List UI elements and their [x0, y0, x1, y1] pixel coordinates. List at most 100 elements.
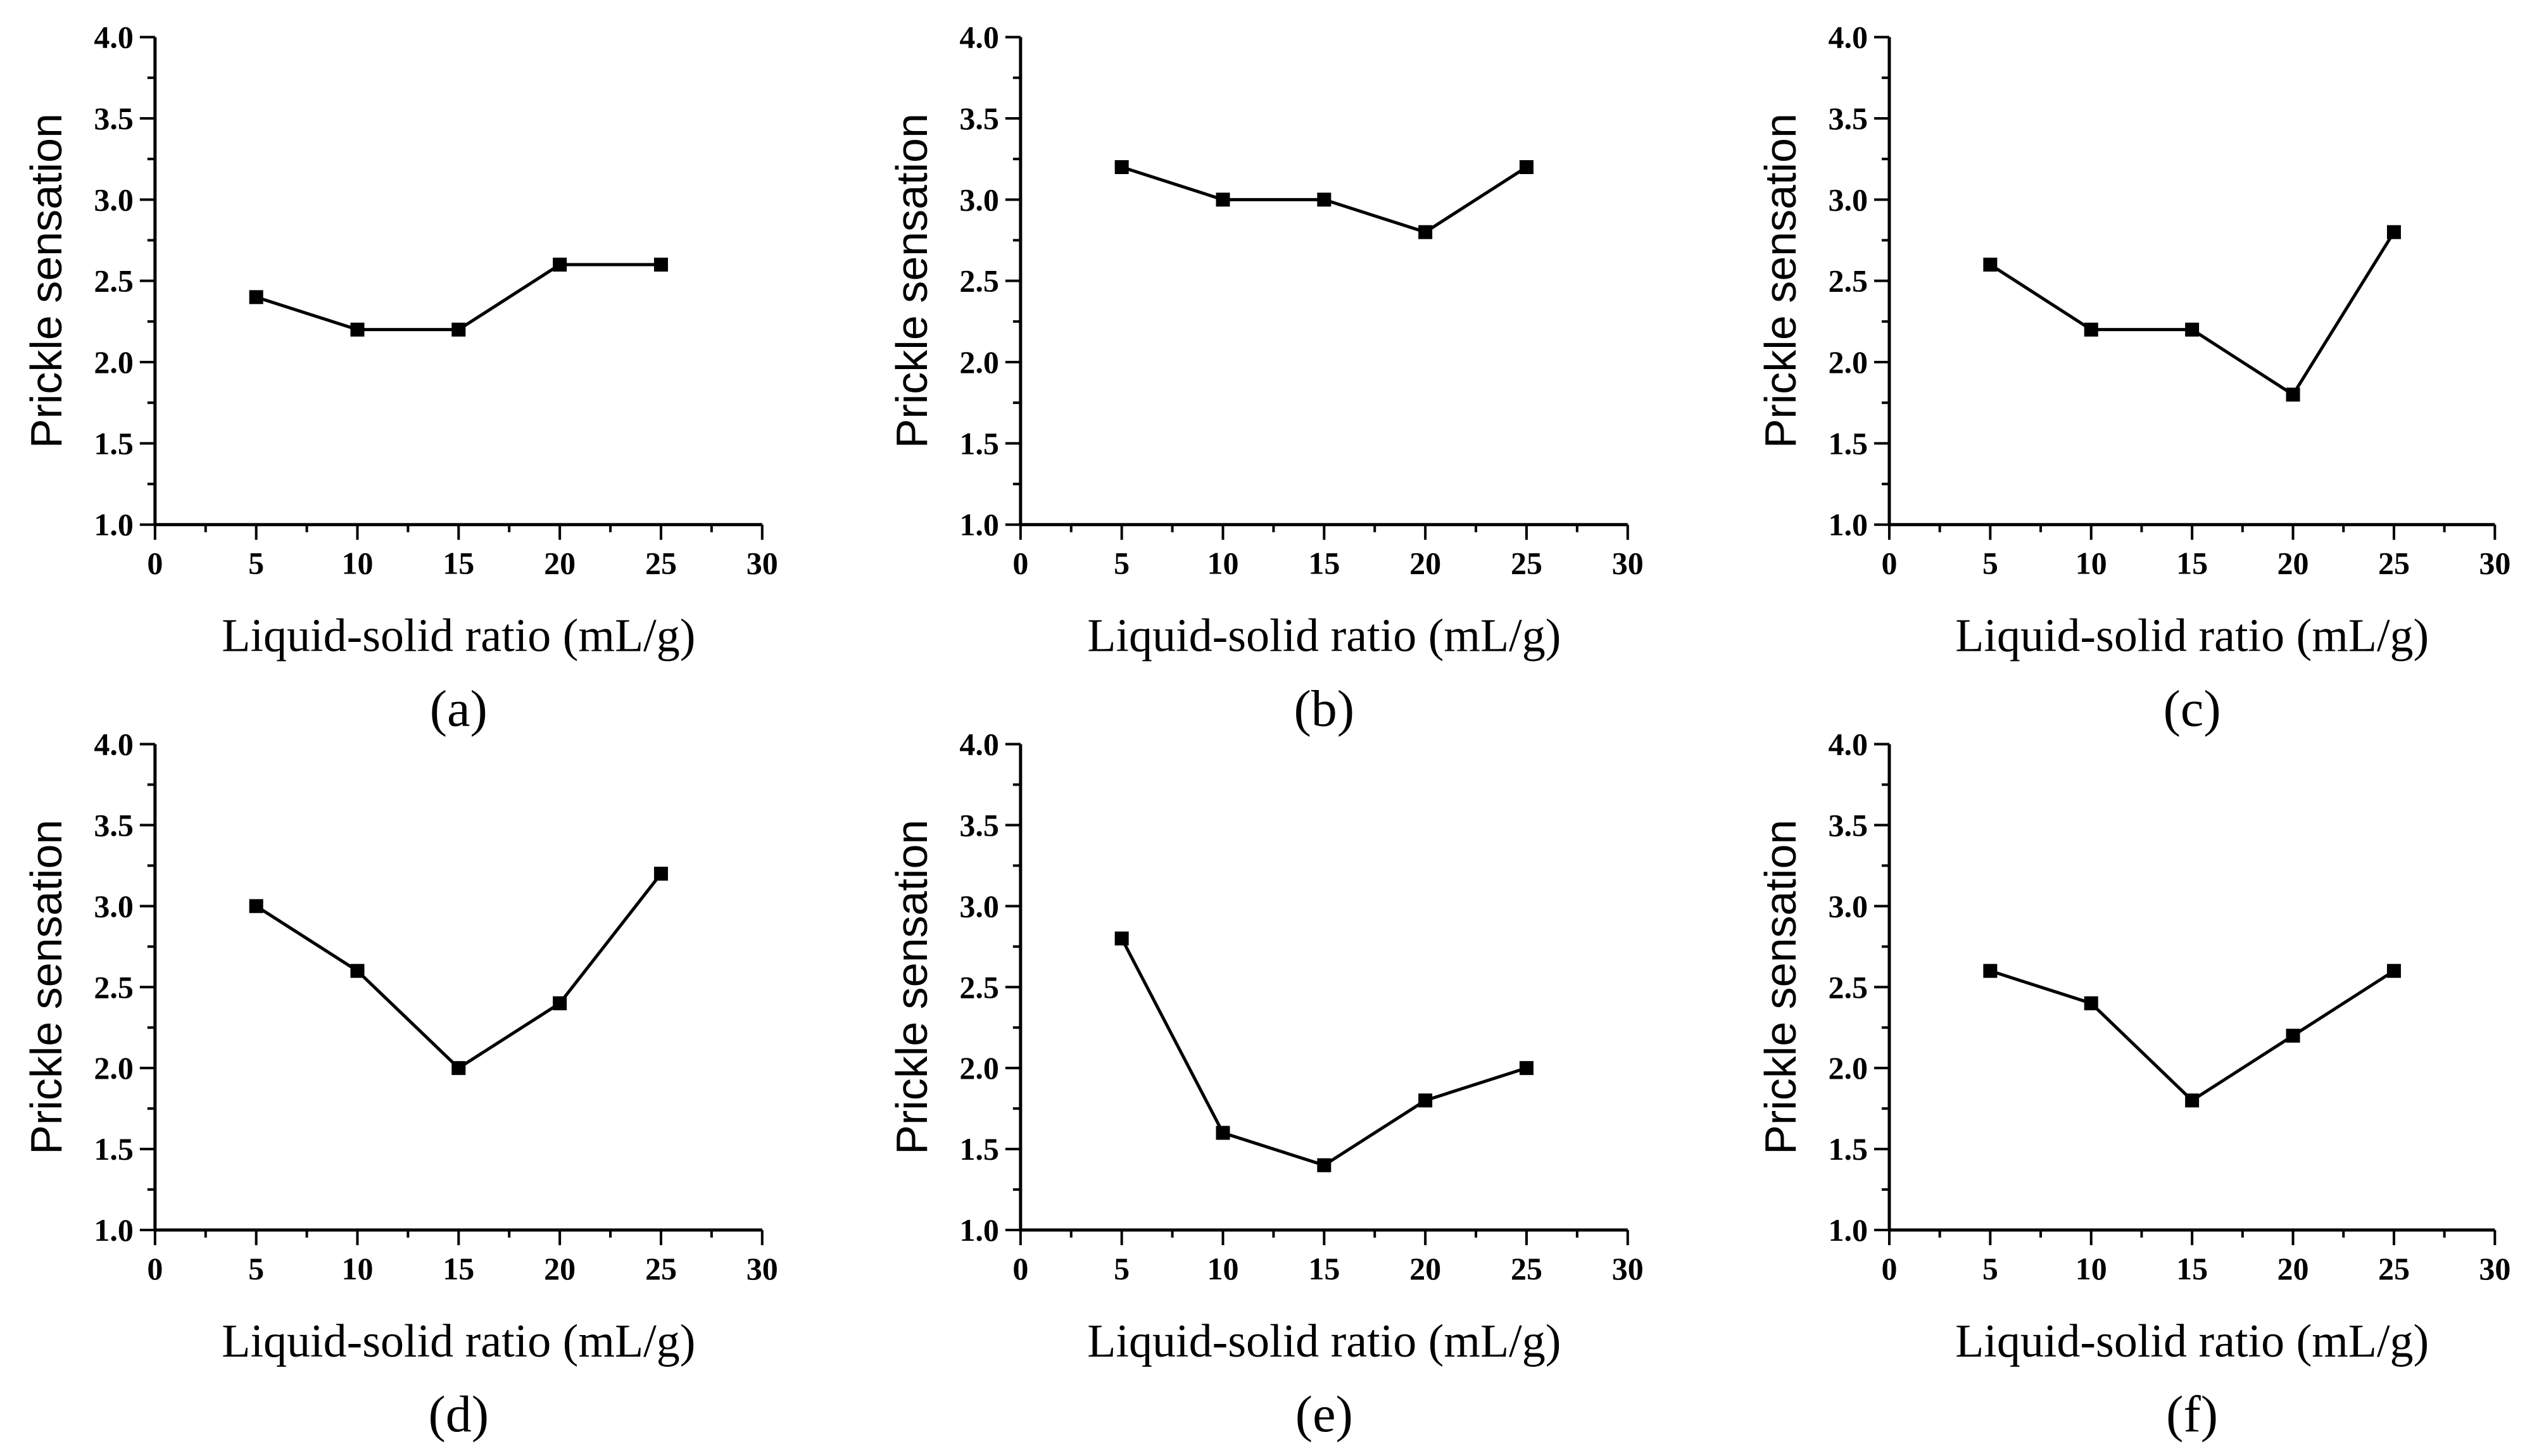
series-line: [1120, 938, 1527, 1167]
y-tick-label: 4.0: [94, 20, 134, 55]
y-axis-title: Prickle sensation: [1756, 113, 1805, 448]
y-tick-label: 4.0: [1828, 20, 1868, 55]
data-point: [2286, 1029, 2300, 1043]
x-tick-label: 15: [2176, 1251, 2208, 1286]
x-tick-label: 25: [2378, 546, 2410, 581]
chart-panel-4: 0 5 10 15 20 25 30 1.0 1.5 2.0 2.5 3.0 3.5 4.0 Prickle…: [887, 726, 1644, 1443]
y-tick-label: 3.0: [1828, 888, 1868, 924]
data-point: [1418, 1093, 1433, 1108]
data-point: [1114, 160, 1129, 174]
data-point: [2286, 387, 2300, 402]
chart-panel-3: 0 5 10 15 20 25 30 1.0 1.5 2.0 2.5 3.0 3.5 4.0 Prickle…: [22, 726, 778, 1443]
x-tick-label: 5: [1982, 546, 1998, 581]
y-axis-title: Prickle sensation: [887, 820, 936, 1155]
chart-panel-0: 0 5 10 15 20 25 30 1.0 1.5 2.0 2.5 3.0 3.5 4.0 Prickle…: [22, 20, 778, 737]
x-tick-label: 20: [544, 546, 576, 581]
data-point: [653, 258, 668, 272]
y-tick-label: 2.5: [94, 263, 134, 299]
y-tick-label: 1.5: [959, 1131, 999, 1167]
x-tick-label: 10: [341, 1251, 373, 1286]
x-tick-label: 25: [1511, 1251, 1542, 1286]
panel-label: (b): [1294, 680, 1355, 737]
y-tick-label: 2.5: [1828, 263, 1868, 299]
data-point: [1317, 192, 1332, 207]
data-point: [1216, 1126, 1230, 1140]
y-tick-label: 3.0: [959, 888, 999, 924]
y-tick-label: 1.0: [94, 1212, 134, 1248]
y-tick-label: 3.0: [959, 182, 999, 217]
panel-label: (d): [428, 1385, 489, 1443]
x-tick-label: 25: [645, 1251, 677, 1286]
data-point: [451, 322, 466, 337]
x-axis-title: Liquid-solid ratio (mL/g): [222, 1315, 695, 1367]
chart-panel-5: 0 5 10 15 20 25 30 1.0 1.5 2.0 2.5 3.0 3.5 4.0 Prickle…: [1756, 726, 2510, 1443]
y-tick-label: 1.0: [94, 507, 134, 543]
x-tick-label: 5: [248, 546, 264, 581]
data-point: [2386, 963, 2401, 978]
y-tick-label: 2.0: [959, 344, 999, 380]
x-tick-label: 15: [443, 546, 474, 581]
series-line: [255, 872, 662, 1070]
x-tick-label: 15: [1308, 1251, 1340, 1286]
series-line: [1989, 231, 2396, 397]
x-tick-label: 30: [2479, 546, 2510, 581]
y-tick-label: 2.5: [959, 263, 999, 299]
x-tick-label: 0: [1881, 546, 1897, 581]
x-tick-label: 30: [2479, 1251, 2510, 1286]
y-tick-label: 3.0: [94, 182, 134, 217]
x-tick-label: 30: [1612, 1251, 1644, 1286]
y-tick-label: 3.0: [94, 888, 134, 924]
x-axis-title: Liquid-solid ratio (mL/g): [1087, 610, 1561, 662]
y-tick-label: 2.5: [959, 969, 999, 1005]
series-line: [255, 263, 661, 332]
x-tick-label: 15: [443, 1251, 474, 1286]
data-point: [2185, 322, 2200, 337]
x-tick-label: 15: [2176, 546, 2208, 581]
x-tick-label: 25: [645, 546, 677, 581]
data-point: [1519, 160, 1534, 174]
y-axis-title: Prickle sensation: [22, 113, 71, 448]
y-tick-label: 2.5: [94, 969, 134, 1005]
y-tick-label: 1.5: [94, 425, 134, 461]
x-tick-label: 5: [1114, 546, 1130, 581]
y-tick-label: 3.5: [959, 807, 999, 843]
x-tick-label: 20: [544, 1251, 576, 1286]
panel-label: (e): [1295, 1385, 1353, 1443]
y-tick-label: 4.0: [959, 726, 999, 762]
x-tick-label: 10: [2075, 1251, 2107, 1286]
y-tick-label: 1.0: [959, 1212, 999, 1248]
x-tick-label: 0: [1881, 1251, 1897, 1286]
data-point: [350, 963, 365, 978]
panel-label: (c): [2164, 680, 2221, 737]
data-point: [1114, 931, 1129, 946]
data-point: [2084, 322, 2098, 337]
y-tick-label: 3.5: [1828, 101, 1868, 136]
y-tick-label: 1.5: [1828, 1131, 1868, 1167]
series-line: [1989, 969, 2395, 1103]
x-tick-label: 5: [1114, 1251, 1130, 1286]
data-point: [249, 899, 263, 913]
data-point: [1418, 225, 1433, 239]
x-tick-label: 0: [1012, 1251, 1028, 1286]
data-point: [451, 1061, 466, 1076]
y-tick-label: 2.0: [1828, 1050, 1868, 1086]
x-tick-label: 30: [746, 546, 778, 581]
x-tick-label: 20: [2277, 546, 2309, 581]
y-tick-label: 4.0: [94, 726, 134, 762]
data-point: [1317, 1158, 1332, 1172]
y-tick-label: 3.5: [959, 101, 999, 136]
y-tick-label: 1.5: [94, 1131, 134, 1167]
data-point: [553, 258, 567, 272]
data-point: [1519, 1061, 1534, 1076]
data-point: [1216, 192, 1230, 207]
y-tick-label: 1.0: [959, 507, 999, 543]
y-tick-label: 3.5: [1828, 807, 1868, 843]
y-tick-label: 2.5: [1828, 969, 1868, 1005]
x-tick-label: 25: [2378, 1251, 2410, 1286]
x-tick-label: 30: [746, 1251, 778, 1286]
x-tick-label: 25: [1511, 546, 1542, 581]
x-tick-label: 10: [341, 546, 373, 581]
y-tick-label: 3.5: [94, 807, 134, 843]
y-tick-label: 4.0: [959, 20, 999, 55]
data-point: [350, 322, 365, 337]
